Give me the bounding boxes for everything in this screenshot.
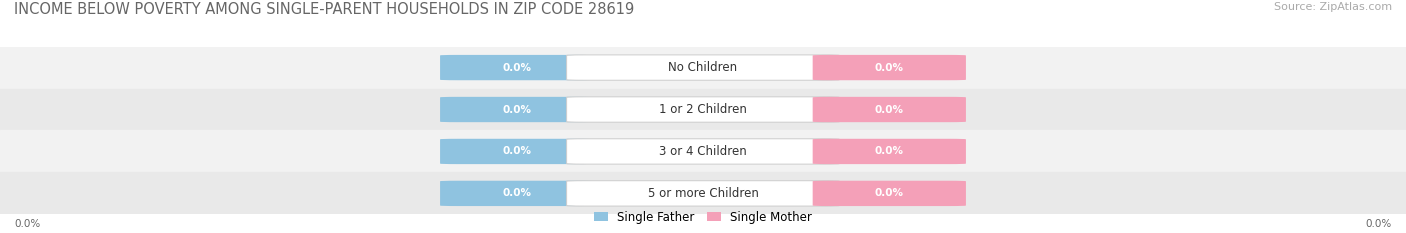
- Text: No Children: No Children: [668, 61, 738, 74]
- Text: 0.0%: 0.0%: [875, 188, 904, 198]
- Bar: [0, 89, 1406, 130]
- FancyBboxPatch shape: [567, 55, 839, 80]
- FancyBboxPatch shape: [567, 181, 839, 206]
- Text: 0.0%: 0.0%: [875, 147, 904, 156]
- Bar: [0, 47, 1406, 89]
- FancyBboxPatch shape: [813, 97, 966, 122]
- Text: 0.0%: 0.0%: [502, 63, 531, 72]
- Text: 0.0%: 0.0%: [502, 188, 531, 198]
- Legend: Single Father, Single Mother: Single Father, Single Mother: [591, 207, 815, 227]
- Text: Source: ZipAtlas.com: Source: ZipAtlas.com: [1274, 2, 1392, 12]
- Text: 0.0%: 0.0%: [875, 63, 904, 72]
- FancyBboxPatch shape: [813, 181, 966, 206]
- FancyBboxPatch shape: [813, 139, 966, 164]
- Text: 1 or 2 Children: 1 or 2 Children: [659, 103, 747, 116]
- Text: 0.0%: 0.0%: [14, 219, 41, 229]
- Text: 5 or more Children: 5 or more Children: [648, 187, 758, 200]
- FancyBboxPatch shape: [567, 97, 839, 122]
- Text: 0.0%: 0.0%: [875, 105, 904, 114]
- FancyBboxPatch shape: [813, 55, 966, 80]
- FancyBboxPatch shape: [440, 139, 593, 164]
- Text: 0.0%: 0.0%: [502, 147, 531, 156]
- Bar: [0, 130, 1406, 172]
- FancyBboxPatch shape: [440, 181, 593, 206]
- Text: 0.0%: 0.0%: [502, 105, 531, 114]
- FancyBboxPatch shape: [567, 139, 839, 164]
- Text: 3 or 4 Children: 3 or 4 Children: [659, 145, 747, 158]
- FancyBboxPatch shape: [440, 55, 593, 80]
- Text: INCOME BELOW POVERTY AMONG SINGLE-PARENT HOUSEHOLDS IN ZIP CODE 28619: INCOME BELOW POVERTY AMONG SINGLE-PARENT…: [14, 2, 634, 17]
- Bar: [0, 172, 1406, 214]
- Text: 0.0%: 0.0%: [1365, 219, 1392, 229]
- FancyBboxPatch shape: [440, 97, 593, 122]
